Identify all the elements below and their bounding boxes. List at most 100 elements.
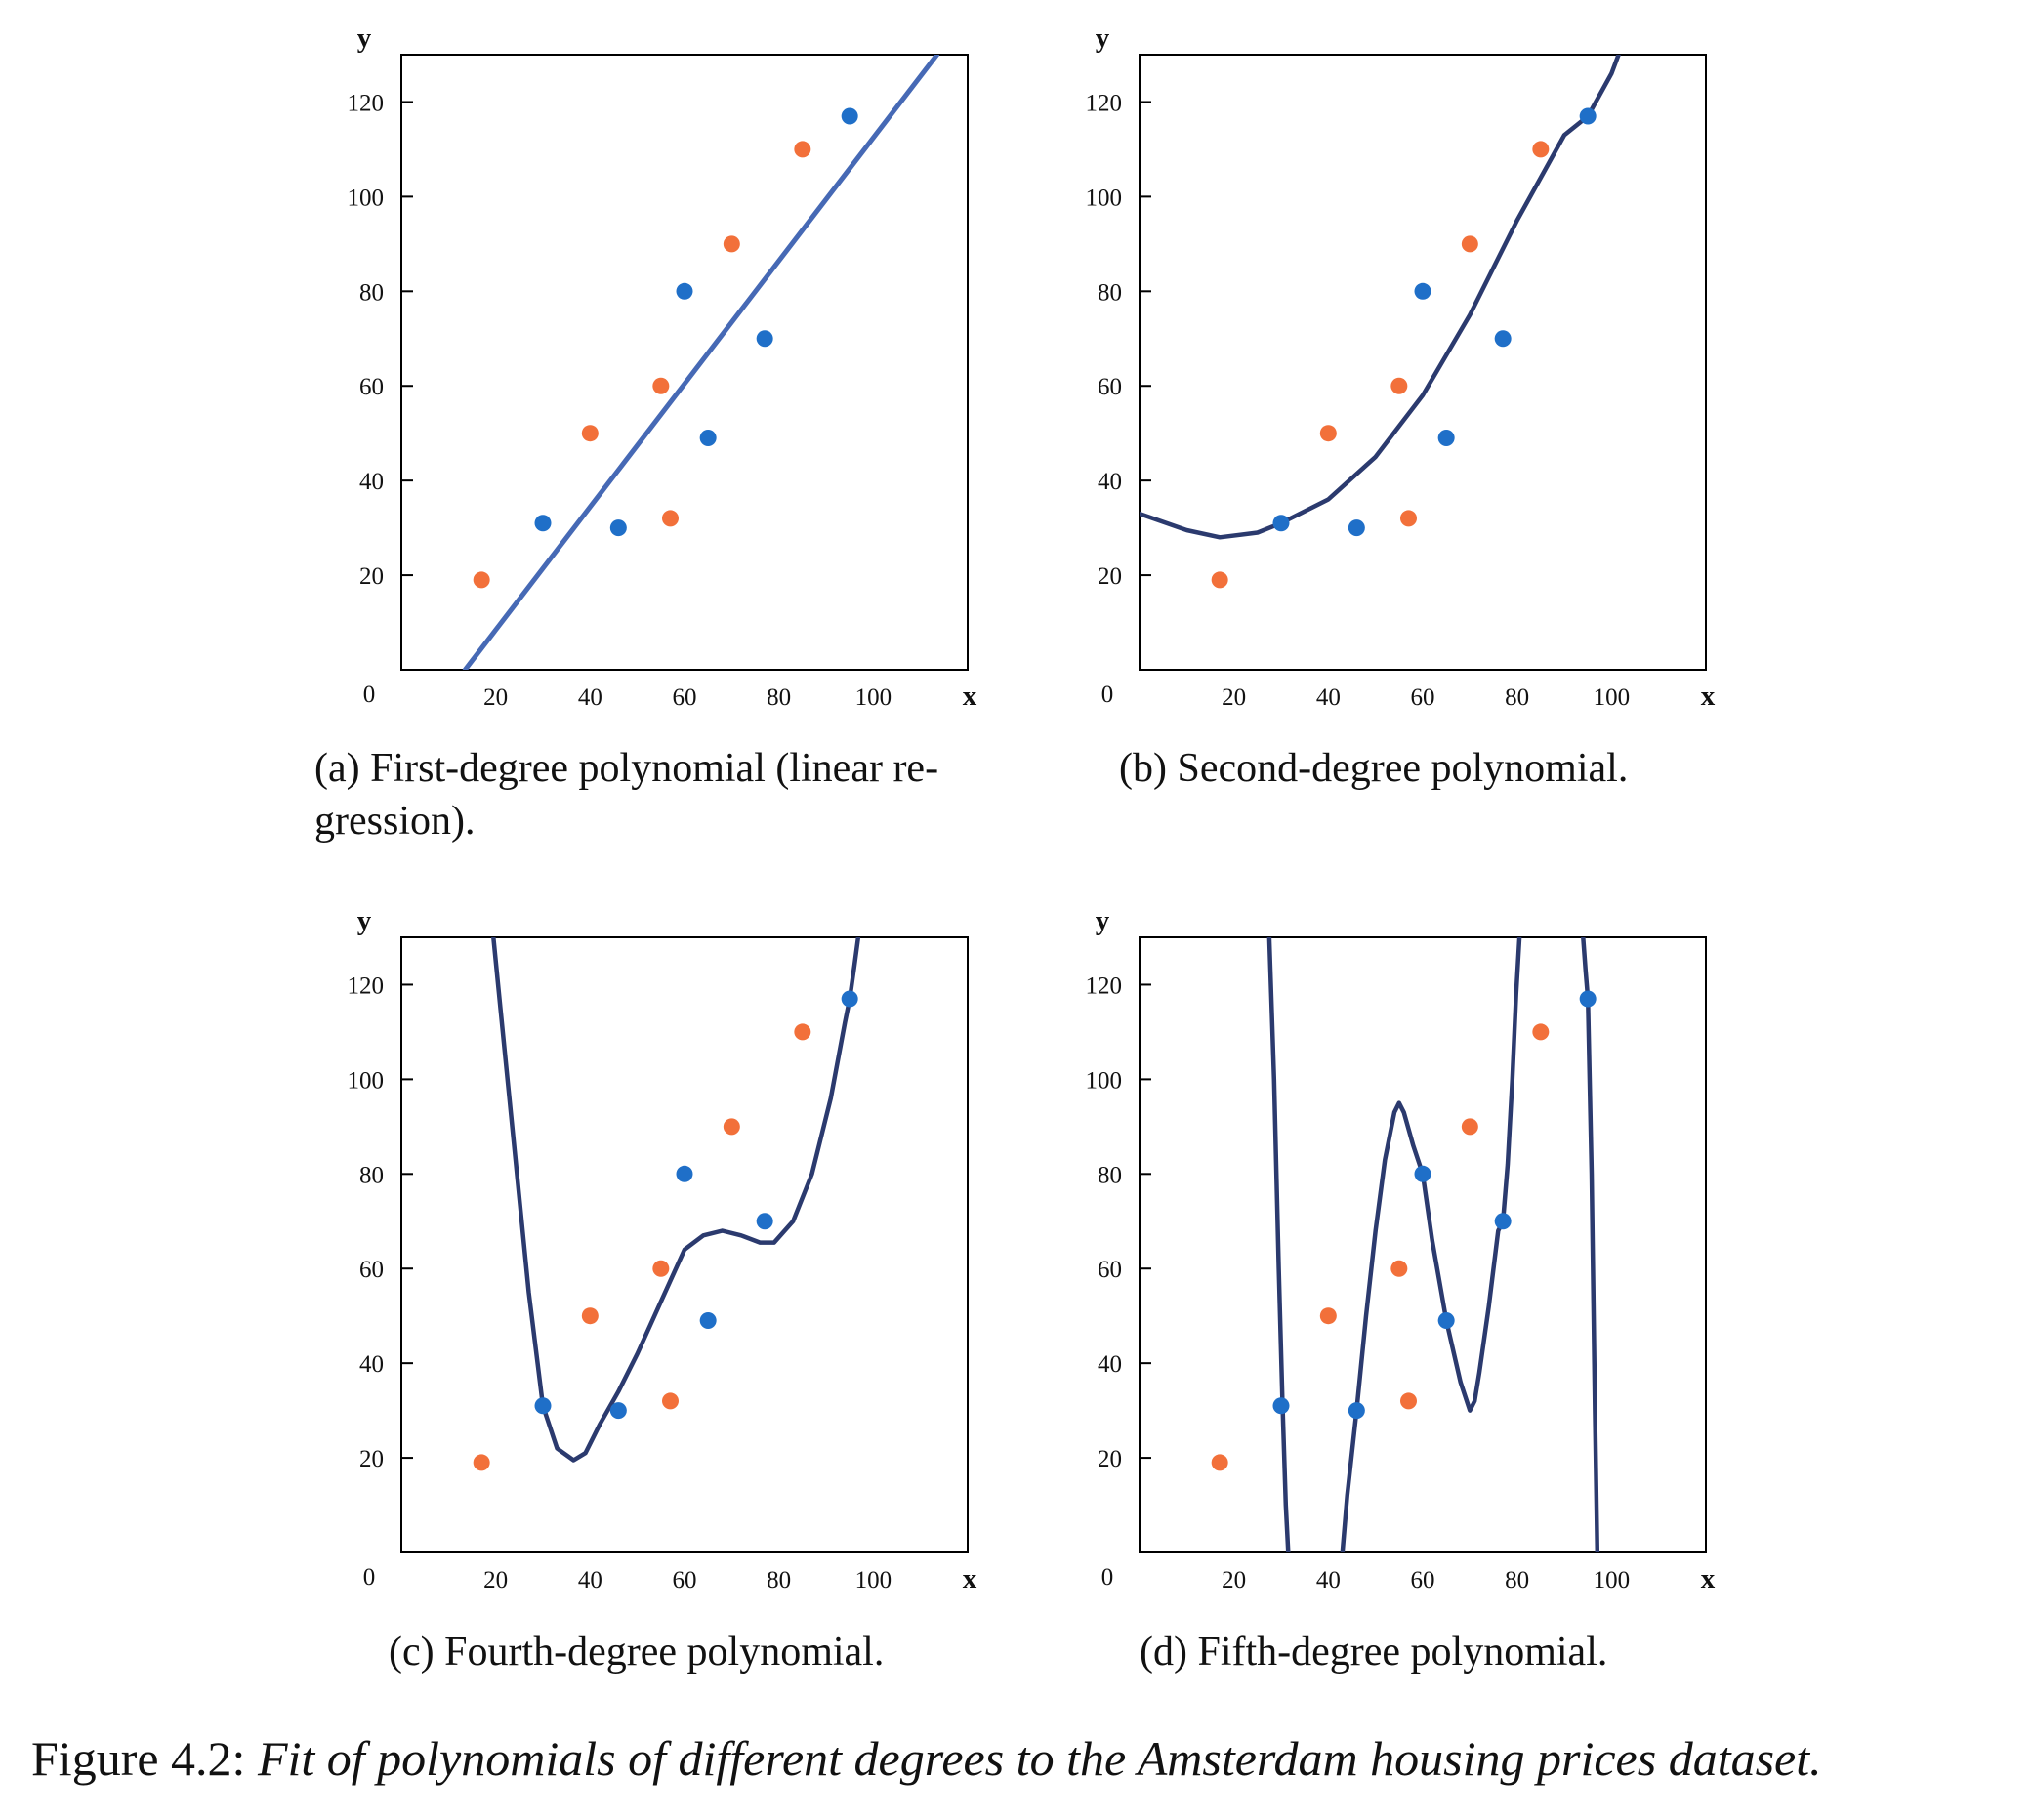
blue-data-point (756, 330, 773, 348)
orange-data-point (723, 1118, 740, 1136)
caption-a-line-1: (a) First-degree polynomial (linear re- (314, 746, 939, 791)
orange-data-point (652, 1260, 670, 1277)
blue-data-point (699, 1312, 717, 1330)
y-tick-label: 100 (348, 1067, 385, 1094)
orange-data-point (1400, 1392, 1417, 1410)
chart-panel-b: 20 40 60 80 100 120 20 40 60 80 100 0 y x (1086, 22, 1716, 712)
fit-curve-b-0 (1140, 55, 1621, 540)
orange-data-point (1400, 510, 1417, 527)
plot-frame-b (1139, 54, 1707, 671)
orange-data-point (723, 235, 740, 253)
orange-data-point (1211, 571, 1228, 589)
orange-data-point (1532, 141, 1550, 158)
y-tick-label: 40 (359, 1351, 384, 1378)
orange-data-point (1319, 425, 1337, 442)
blue-data-point (699, 430, 717, 447)
orange-data-point (1390, 377, 1408, 394)
caption-b-line-1: (b) Second-degree polynomial. (1119, 746, 1629, 791)
blue-data-point (756, 1213, 773, 1230)
y-tick-label: 60 (359, 1257, 384, 1283)
chart-panel-c: 20 40 60 80 100 120 20 40 60 80 100 0 y x (348, 905, 977, 1594)
plot-frame-a (400, 54, 969, 671)
plot-frame-c (400, 936, 969, 1553)
caption-c: (c) Fourth-degree polynomial. (389, 1626, 1092, 1678)
x-tick-label: 20 (483, 1567, 508, 1593)
chart-panel-d: 20 40 60 80 100 120 20 40 60 80 100 0 y x (1086, 905, 1716, 1594)
x-tick-label: 40 (578, 684, 602, 711)
y-tick-label: 20 (359, 1446, 384, 1472)
blue-data-point (1437, 430, 1455, 447)
x-tick-label: 40 (1316, 684, 1341, 711)
origin-label: 0 (363, 682, 376, 708)
plot-frame-d (1139, 936, 1707, 1553)
origin-label: 0 (363, 1564, 376, 1591)
blue-data-point (841, 107, 858, 125)
caption-b: (b) Second-degree polynomial. (1119, 742, 1822, 795)
orange-data-point (1532, 1023, 1550, 1041)
x-tick-label: 80 (1505, 684, 1529, 711)
y-tick-label: 40 (359, 469, 384, 495)
y-tick-label: 60 (1098, 1257, 1122, 1283)
y-tick-label: 80 (1098, 1162, 1122, 1188)
y-tick-label: 20 (1098, 563, 1122, 590)
blue-data-point (609, 1402, 627, 1420)
x-axis-label: x (963, 1563, 977, 1594)
x-tick-label: 60 (1411, 1567, 1435, 1593)
x-tick-label: 80 (767, 1567, 791, 1593)
figure-label: Figure 4.2: (31, 1731, 246, 1786)
blue-data-point (676, 282, 693, 300)
y-tick-label: 60 (359, 374, 384, 400)
blue-data-point (1579, 107, 1597, 125)
blue-data-point (1348, 519, 1365, 537)
x-tick-label: 20 (483, 684, 508, 711)
orange-data-point (652, 377, 670, 394)
figure-caption-text: Fit of polynomials of different degrees … (257, 1731, 1822, 1786)
x-tick-label: 100 (855, 1567, 892, 1593)
caption-a: (a) First-degree polynomial (linear re- … (314, 742, 1017, 848)
x-tick-label: 40 (578, 1567, 602, 1593)
blue-data-point (1414, 282, 1431, 300)
y-tick-label: 20 (1098, 1446, 1122, 1472)
orange-data-point (473, 571, 490, 589)
y-tick-label: 120 (1086, 972, 1123, 999)
x-tick-label: 80 (767, 684, 791, 711)
x-tick-label: 20 (1222, 1567, 1246, 1593)
fit-curve-d-1 (1340, 937, 1522, 1552)
caption-d: (d) Fifth-degree polynomial. (1140, 1626, 1843, 1678)
orange-data-point (473, 1454, 490, 1471)
caption-a-line-2: gression). (314, 799, 476, 844)
blue-data-point (1579, 990, 1597, 1008)
orange-data-point (1319, 1307, 1337, 1325)
y-tick-label: 120 (348, 90, 385, 116)
figure-caption: Figure 4.2: Fit of polynomials of differ… (31, 1730, 1822, 1787)
x-tick-label: 100 (1594, 684, 1631, 711)
fit-curve-a-0 (462, 55, 940, 670)
orange-data-point (581, 425, 599, 442)
x-tick-label: 80 (1505, 1567, 1529, 1593)
y-tick-label: 80 (1098, 279, 1122, 306)
x-axis-label: x (963, 681, 977, 712)
y-tick-label: 80 (359, 279, 384, 306)
y-tick-label: 120 (1086, 90, 1123, 116)
blue-data-point (841, 990, 858, 1008)
x-axis-label: x (1701, 681, 1716, 712)
orange-data-point (794, 1023, 811, 1041)
orange-data-point (794, 141, 811, 158)
caption-c-line-1: (c) Fourth-degree polynomial. (389, 1630, 885, 1675)
y-tick-label: 40 (1098, 1351, 1122, 1378)
y-tick-label: 60 (1098, 374, 1122, 400)
origin-label: 0 (1101, 1564, 1114, 1591)
y-tick-label: 120 (348, 972, 385, 999)
blue-data-point (534, 1397, 552, 1415)
x-tick-label: 40 (1316, 1567, 1341, 1593)
orange-data-point (1461, 1118, 1478, 1136)
y-axis-label: y (357, 905, 372, 936)
fit-curve-d-2 (1581, 937, 1600, 1552)
y-axis-label: y (357, 22, 372, 54)
x-axis-label: x (1701, 1563, 1716, 1594)
x-tick-label: 20 (1222, 684, 1246, 711)
blue-data-point (676, 1165, 693, 1182)
x-tick-label: 60 (1411, 684, 1435, 711)
orange-data-point (1461, 235, 1478, 253)
orange-data-point (662, 1392, 679, 1410)
